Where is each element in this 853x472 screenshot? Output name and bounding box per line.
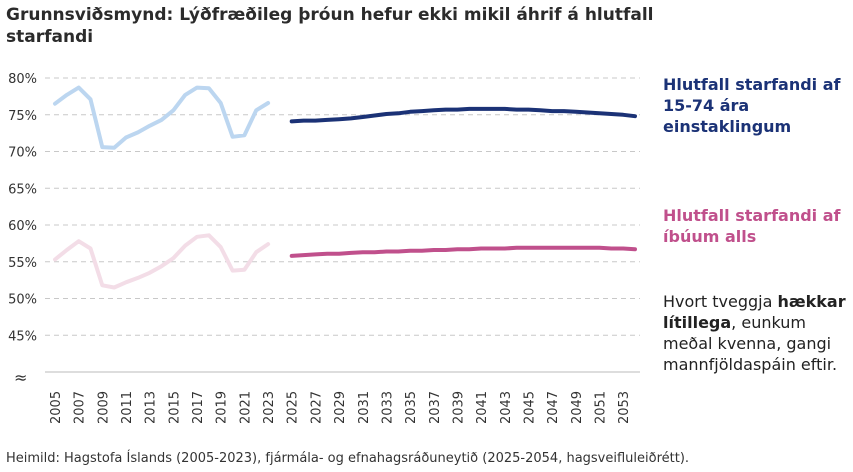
x-tick-label: 2033 (380, 391, 395, 424)
x-tick-label: 2025 (286, 391, 301, 424)
x-tick-label: 2027 (309, 391, 324, 424)
y-tick-label: 55% (8, 256, 37, 271)
x-tick-label: 2017 (191, 391, 206, 424)
x-tick-label: 2039 (451, 391, 466, 424)
population-history-line (53, 233, 271, 290)
chart-title: Grunnsviðsmynd: Lýðfræðileg þróun hefur … (6, 5, 654, 47)
x-tick-label: 2007 (73, 391, 88, 424)
x-tick-label: 2047 (546, 391, 561, 424)
annotation-note: Hvort tveggja hækkar lítillega, eunkum m… (663, 291, 848, 375)
y-tick-label: 70% (8, 146, 37, 161)
note-text-start: Hvort tveggja (663, 292, 778, 311)
source-note: Heimild: Hagstofa Íslands (2005-2023), f… (6, 451, 690, 466)
population-series-label: Hlutfall starfandi af íbúum alls (663, 206, 841, 246)
y-tick-label: 80% (8, 72, 37, 87)
x-tick-label: 2019 (215, 391, 230, 424)
y-axis-ticks: 45% 50% 55% 60% 65% 70% 75% 80% (8, 72, 37, 344)
x-tick-label: 2035 (404, 391, 419, 424)
y-tick-label: 75% (8, 109, 37, 124)
x-tick-label: 2009 (96, 391, 111, 424)
x-tick-label: 2049 (570, 391, 585, 424)
employment-history-line (53, 85, 271, 150)
employment-projection-line (289, 106, 637, 124)
note-text-end: , eunkum meðal kvenna, gangi mannfjöldas… (663, 313, 838, 374)
x-tick-label: 2013 (144, 391, 159, 424)
gridlines (45, 77, 640, 336)
x-tick-label: 2029 (333, 391, 348, 424)
y-tick-label: 65% (8, 182, 37, 197)
x-tick-label: 2031 (357, 391, 372, 424)
x-tick-label: 2023 (262, 391, 277, 424)
y-tick-label: 60% (8, 219, 37, 234)
x-tick-label: 2045 (522, 391, 537, 424)
x-tick-label: 2043 (499, 391, 514, 424)
x-tick-label: 2005 (49, 391, 64, 424)
x-tick-label: 2021 (238, 391, 253, 424)
y-tick-label: 50% (8, 293, 37, 308)
axis-break-icon: ≈ (14, 368, 27, 387)
x-tick-label: 2037 (428, 391, 443, 424)
population-projection-line (289, 245, 637, 258)
x-tick-label: 2053 (617, 391, 632, 424)
x-axis-ticks: 2005 2007 2009 2011 2013 2015 2017 2019 2021 2023… (49, 391, 632, 424)
y-tick-label: 45% (8, 329, 37, 344)
x-tick-label: 2041 (475, 391, 490, 424)
note-text-bold: hækkar lítillega (663, 292, 846, 332)
employment-series-label: Hlutfall starfandi af 15-74 ára einstakl… (663, 75, 841, 136)
x-tick-label: 2051 (593, 391, 608, 424)
x-tick-label: 2011 (120, 391, 135, 424)
x-tick-label: 2015 (167, 391, 182, 424)
series-lines (53, 85, 637, 290)
